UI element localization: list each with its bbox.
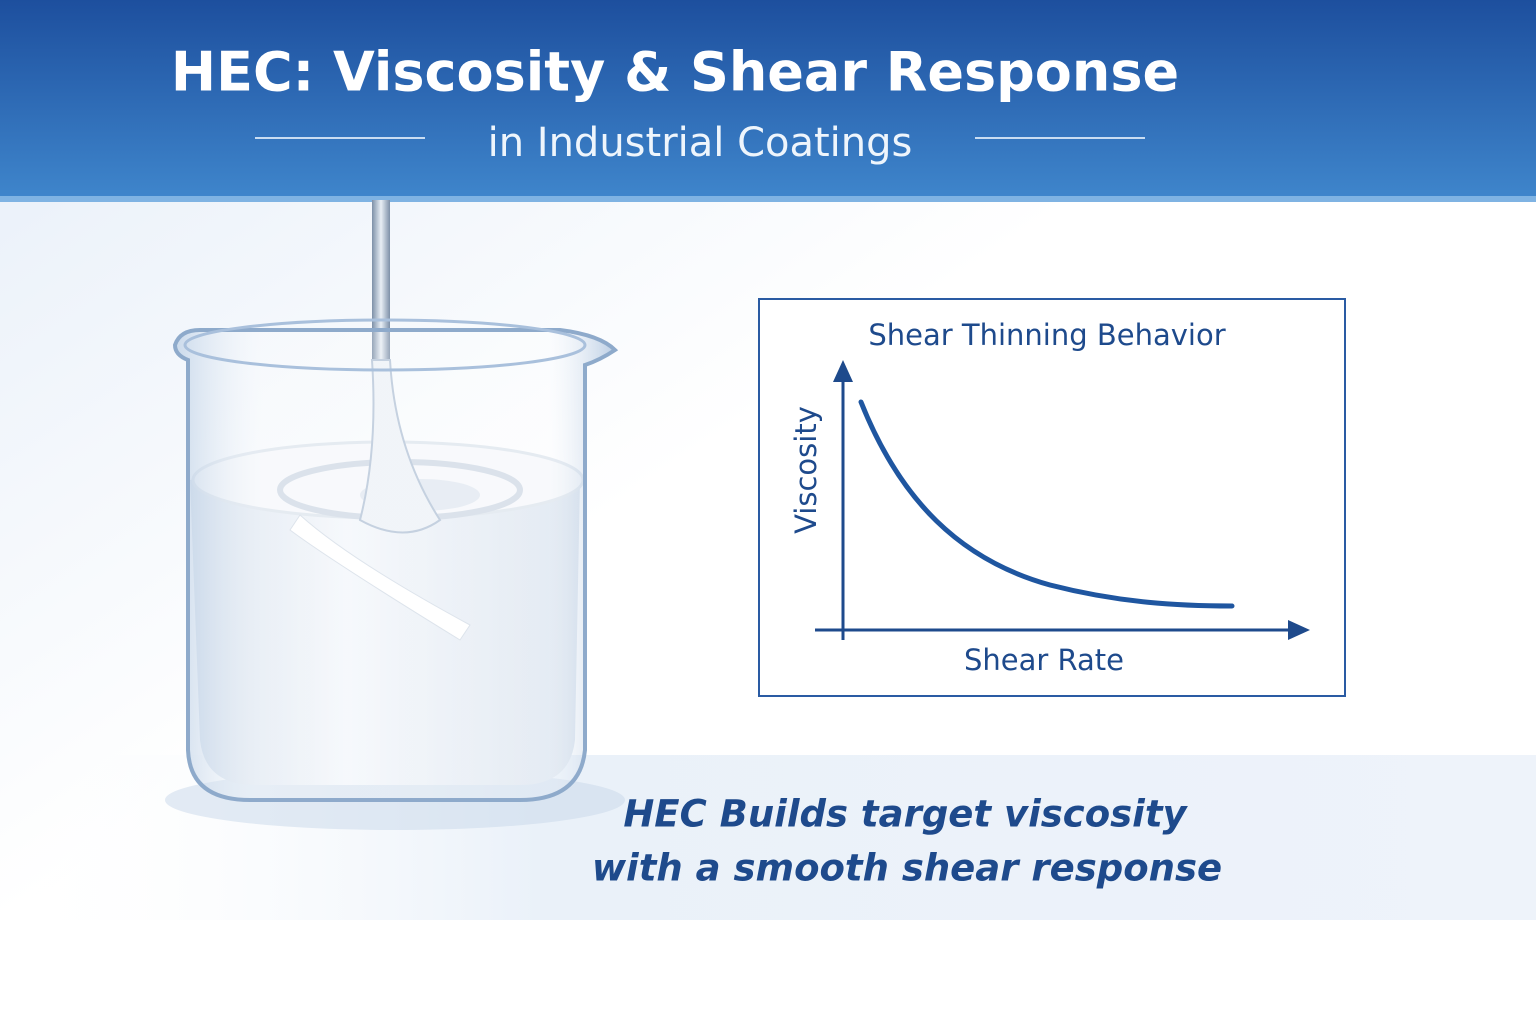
x-axis-arrow (1288, 620, 1310, 640)
diagram-title: Shear Thinning Behavior (868, 318, 1225, 352)
subtitle: in Industrial Coatings (488, 120, 913, 166)
y-axis-label: Viscosity (789, 406, 823, 534)
title: HEC: Viscosity & Shear Response (171, 41, 1179, 104)
beaker-illustration (165, 200, 625, 830)
y-axis-arrow (833, 360, 853, 382)
shear-thinning-curve (858, 399, 1235, 609)
caption-line: with a smooth shear response (592, 847, 1222, 890)
header-edge (0, 196, 1536, 202)
diagram-frame (758, 298, 1346, 697)
header-band (0, 0, 1536, 200)
caption-line: HEC Builds target viscosity (623, 793, 1188, 836)
x-axis-label: Shear Rate (964, 643, 1124, 677)
